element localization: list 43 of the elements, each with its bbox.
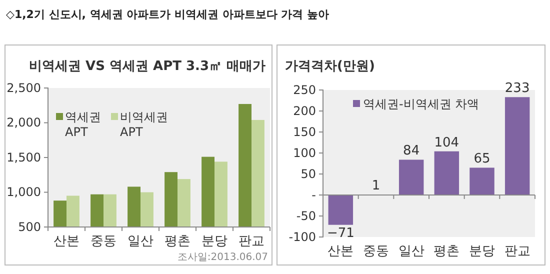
legend-label: 비역세권 APT (120, 110, 168, 139)
y-tick-label: 1,500 (6, 150, 41, 164)
bar (470, 168, 494, 195)
bar (398, 160, 424, 195)
x-tick-label: 분당 (469, 244, 495, 259)
chart-title: 비역세권 VS 역세권 APT 3.3㎡ 매매가 (29, 59, 266, 74)
y-tick-label: -100 (288, 230, 316, 244)
x-tick-label: 평촌 (164, 234, 190, 249)
x-tick-label: 판교 (238, 234, 264, 249)
x-tick-label: 산본 (328, 244, 354, 259)
data-label: 233 (504, 81, 530, 96)
x-tick-label: 일산 (128, 234, 154, 249)
y-tick-label: 250 (293, 82, 316, 97)
bar (504, 97, 530, 195)
legend-label: 역세권 APT (65, 110, 101, 139)
data-label: 104 (434, 135, 460, 150)
data-label: −71 (326, 226, 354, 241)
x-tick-label: 중동 (363, 244, 389, 259)
x-tick-label: 산본 (54, 234, 80, 249)
y-tick-label: 150 (293, 124, 316, 139)
y-tick-label: 2,500 (6, 80, 41, 95)
y-tick-label: 2,000 (6, 116, 41, 130)
x-tick-label: 판교 (504, 244, 530, 259)
x-tick-label: 중동 (90, 234, 116, 249)
text: 조사일:2013.06.07 (177, 252, 268, 263)
text: ◇1,2기 신도시, 역세권 아파트가 비역세권 아파트보다 가격 높아 (6, 8, 329, 21)
y-tick-label: 1,000 (6, 185, 41, 200)
legend-label: 역세권-비역세권 차액 (363, 97, 480, 111)
x-tick-label: 분당 (202, 234, 228, 249)
chart-title: 가격격차(만원) (285, 59, 375, 74)
y-tick-label: -50 (296, 208, 316, 223)
y-tick-label: 200 (293, 104, 316, 118)
data-label: 1 (372, 178, 380, 194)
y-tick-label: - (312, 188, 316, 202)
data-label: 84 (403, 144, 420, 159)
data-label: 65 (474, 152, 490, 167)
y-tick-label: 500 (18, 220, 41, 234)
bar (328, 195, 354, 225)
x-tick-label: 평촌 (434, 244, 460, 259)
y-tick-label: 50 (300, 166, 316, 181)
bar (434, 151, 460, 195)
y-tick-label: 100 (293, 146, 316, 160)
x-tick-label: 일산 (398, 244, 424, 259)
